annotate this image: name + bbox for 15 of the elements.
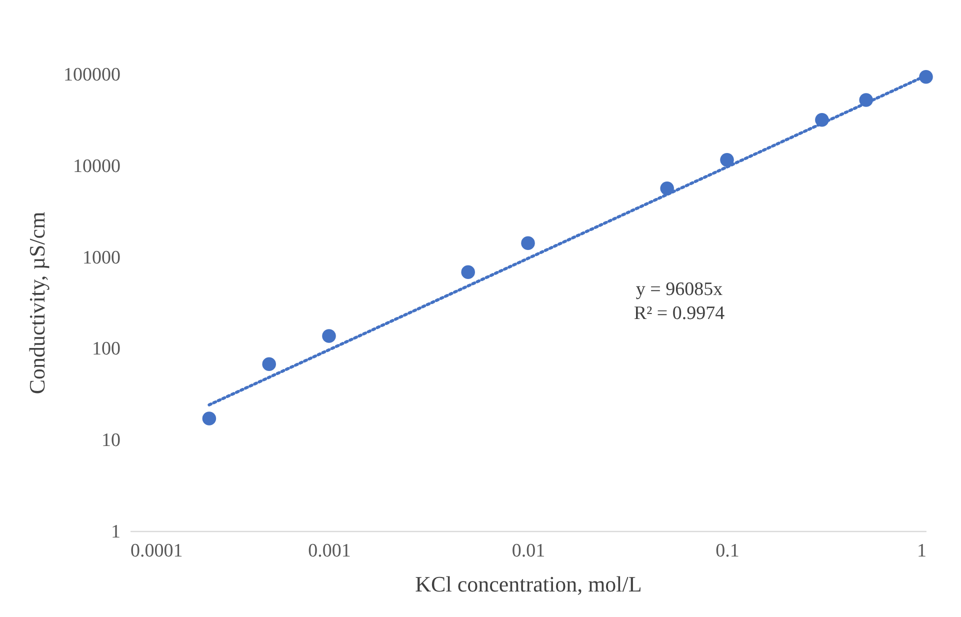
x-tick-label: 1 [917, 540, 926, 562]
y-tick-label: 1000 [82, 247, 120, 268]
y-tick-label: 100 [92, 338, 120, 360]
x-tick-label: 0.001 [308, 540, 351, 562]
x-axis-title: KCl concentration, mol/L [415, 572, 642, 596]
x-tick-label: 0.01 [512, 540, 546, 562]
annotation: y = 96085x [636, 278, 724, 300]
y-tick-label: 10 [102, 430, 120, 452]
y-tick-label: 100000 [64, 64, 120, 86]
y-tick-label: 1 [111, 522, 120, 542]
x-tick-label: 0.0001 [130, 540, 183, 562]
x-tick-label: 0.1 [716, 540, 740, 562]
annotation: R² = 0.9974 [634, 302, 726, 324]
y-tick-label: 10000 [73, 156, 120, 177]
y-axis-title: Conductivity, µS/cm [24, 212, 50, 394]
